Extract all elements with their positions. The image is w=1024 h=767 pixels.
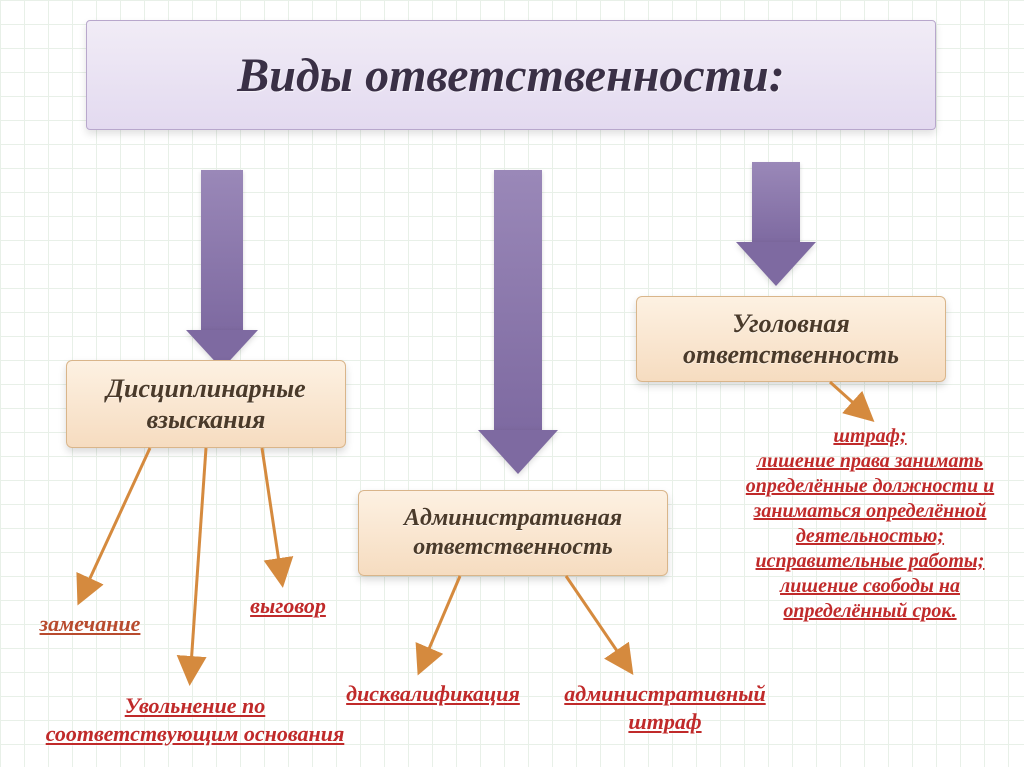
arrow-left (186, 170, 258, 369)
node-disc-label: Дисциплинарныевзыскания (106, 373, 305, 435)
leaf-admfine: административныйштраф (540, 680, 790, 735)
title-box: Виды ответственности: (86, 20, 936, 130)
node-crim-label: Уголовнаяответственность (683, 308, 899, 370)
arrow-right-head (736, 242, 816, 286)
node-admin: Административнаяответственность (358, 490, 668, 576)
node-crim: Уголовнаяответственность (636, 296, 946, 382)
arrow-center-stem (494, 170, 542, 430)
arrow-right-stem (752, 162, 800, 242)
arrow-center-head (478, 430, 558, 474)
leaf-reproof: выговор (228, 592, 348, 620)
leaf-remark: замечание (10, 610, 170, 638)
leaf-disq: дисквалификация (318, 680, 548, 708)
node-admin-label: Административнаяответственность (404, 504, 622, 562)
connector-0 (80, 448, 150, 600)
connector-3 (420, 576, 460, 670)
connector-5 (830, 382, 870, 418)
connector-4 (566, 576, 630, 670)
arrow-center (478, 170, 558, 474)
connector-1 (190, 448, 206, 680)
arrow-right (736, 162, 816, 286)
arrow-left-stem (201, 170, 243, 330)
connector-2 (262, 448, 282, 582)
leaf-crimlist: штраф;лишение права заниматьопределённые… (720, 424, 1020, 624)
node-disc: Дисциплинарныевзыскания (66, 360, 346, 448)
title-text: Виды ответственности: (237, 48, 784, 103)
diagram-stage: Виды ответственности: Дисциплинарныевзыс… (0, 0, 1024, 767)
